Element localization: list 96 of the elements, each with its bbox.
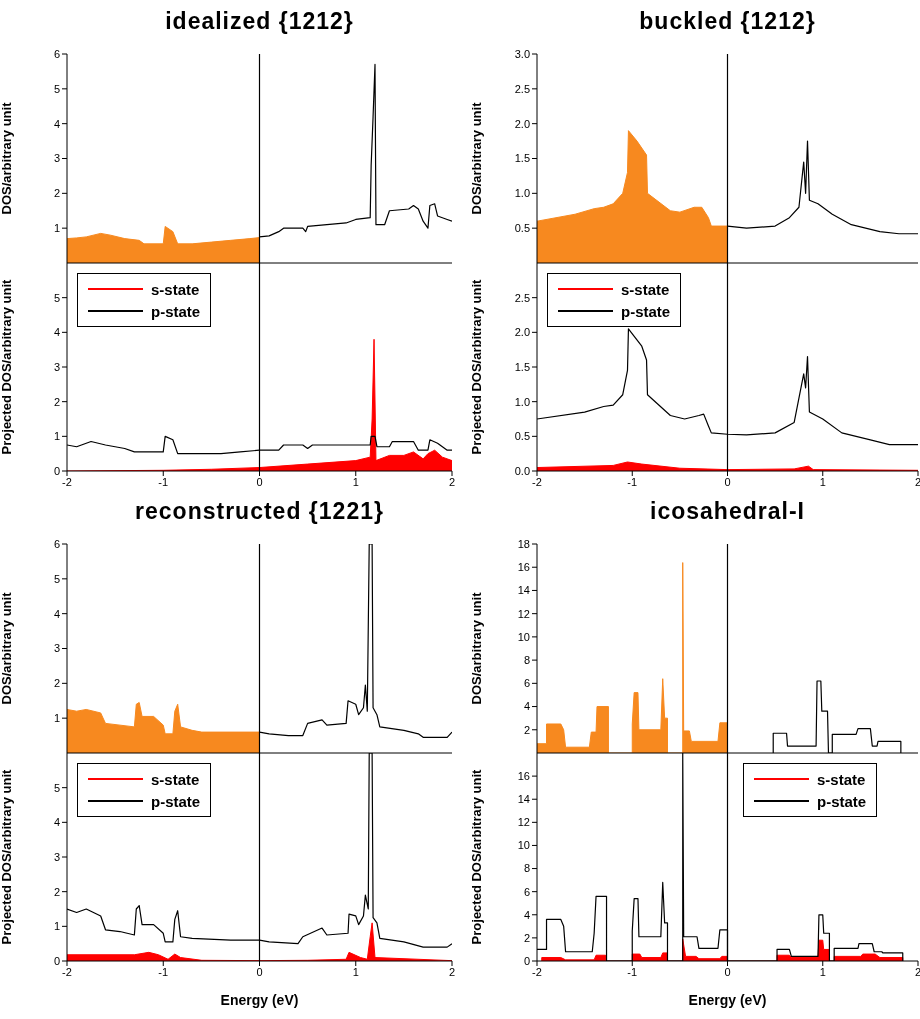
y-tick-label: 2.5	[514, 291, 530, 304]
y-tick-label: 0.5	[514, 222, 530, 235]
x-tick-label: -2	[62, 475, 72, 488]
y-tick-label: 2	[53, 677, 60, 690]
y-axis-title: DOS/arbitrary unit	[468, 591, 484, 705]
x-tick-label: 2	[448, 965, 456, 978]
x-tick-label: 1	[352, 475, 359, 488]
x-tick-label: -1	[158, 475, 169, 488]
chart-title: icosahedral-I	[649, 497, 806, 526]
legend-label: p-state	[151, 302, 201, 320]
y-tick-label: 8	[523, 862, 530, 875]
y-axis-title: DOS/arbitrary unit	[468, 101, 484, 215]
y-tick-label: 1.0	[514, 187, 530, 200]
y-tick-label: 2	[523, 723, 530, 736]
y-tick-label: 4	[523, 908, 530, 921]
x-tick-label: 0	[724, 475, 731, 488]
legend-label: s-state	[151, 280, 200, 298]
x-tick-label: -2	[532, 965, 542, 978]
y-tick-label: 5	[53, 291, 60, 304]
legend-label: p-state	[817, 792, 867, 810]
y-tick-label: 4	[53, 816, 60, 829]
y-tick-label: 3	[53, 152, 60, 165]
y-axis-title: Projected DOS/arbitrary unit	[468, 768, 484, 945]
x-axis-title: Energy (eV)	[220, 992, 299, 1008]
y-tick-label: 0	[53, 464, 60, 477]
y-tick-label: 3	[53, 642, 60, 655]
y-tick-label: 0.5	[514, 430, 530, 443]
y-tick-label: 10	[517, 630, 530, 643]
y-tick-label: 6	[523, 885, 530, 898]
legend-label: p-state	[621, 302, 671, 320]
y-tick-label: 2	[53, 187, 60, 200]
y-tick-label: 16	[517, 561, 530, 574]
y-axis-title: Projected DOS/arbitrary unit	[468, 278, 484, 455]
y-tick-label: 3	[53, 360, 60, 373]
y-tick-label: 5	[53, 82, 60, 95]
y-tick-label: 4	[53, 326, 60, 339]
chart-title: reconstructed {1221}	[134, 497, 385, 526]
y-tick-label: 2.5	[514, 82, 530, 95]
x-tick-label: 1	[819, 475, 826, 488]
legend-label: p-state	[151, 792, 201, 810]
x-tick-label: 2	[914, 965, 920, 978]
y-tick-label: 18	[517, 537, 530, 550]
x-tick-label: 0	[724, 965, 731, 978]
y-tick-label: 6	[53, 537, 60, 550]
x-tick-label: 2	[914, 475, 920, 488]
x-tick-label: 1	[352, 965, 359, 978]
legend-label: s-state	[151, 770, 200, 788]
x-tick-label: -1	[627, 965, 638, 978]
y-tick-label: 8	[523, 654, 530, 667]
x-tick-label: -1	[158, 965, 169, 978]
x-tick-label: 1	[819, 965, 826, 978]
y-tick-label: 5	[53, 781, 60, 794]
y-tick-label: 6	[523, 677, 530, 690]
chart-title: buckled {1212}	[638, 7, 817, 36]
y-tick-label: 0	[53, 954, 60, 967]
y-tick-label: 0	[523, 954, 530, 967]
y-axis-title: DOS/arbitrary unit	[0, 591, 14, 705]
y-tick-label: 3.0	[514, 47, 530, 60]
y-tick-label: 2	[53, 885, 60, 898]
y-tick-label: 2	[523, 931, 530, 944]
y-tick-label: 1	[53, 712, 60, 725]
y-tick-label: 14	[517, 793, 530, 806]
y-tick-label: 6	[53, 47, 60, 60]
y-tick-label: 12	[517, 607, 530, 620]
chart-title: idealized {1212}	[164, 7, 355, 36]
x-axis-title: Energy (eV)	[688, 992, 767, 1008]
y-tick-label: 1	[53, 430, 60, 443]
x-tick-label: 2	[448, 475, 456, 488]
legend-label: s-state	[621, 280, 670, 298]
y-axis-title: Projected DOS/arbitrary unit	[0, 278, 14, 455]
y-axis-title: Projected DOS/arbitrary unit	[0, 768, 14, 945]
y-axis-title: DOS/arbitrary unit	[0, 101, 14, 215]
y-tick-label: 2.0	[514, 117, 530, 130]
x-tick-label: -2	[62, 965, 72, 978]
y-tick-label: 1.0	[514, 395, 530, 408]
y-tick-label: 3	[53, 850, 60, 863]
y-tick-label: 5	[53, 572, 60, 585]
y-tick-label: 1.5	[514, 152, 530, 165]
x-tick-label: -1	[627, 475, 638, 488]
y-tick-label: 1	[53, 222, 60, 235]
y-tick-label: 4	[53, 117, 60, 130]
y-tick-label: 4	[53, 607, 60, 620]
x-tick-label: 0	[256, 965, 263, 978]
y-tick-label: 14	[517, 584, 530, 597]
x-tick-label: 0	[256, 475, 263, 488]
legend-label: s-state	[817, 770, 866, 788]
y-tick-label: 1	[53, 920, 60, 933]
y-tick-label: 2.0	[514, 326, 530, 339]
y-tick-label: 12	[517, 816, 530, 829]
y-tick-label: 0.0	[514, 464, 530, 477]
x-tick-label: -2	[532, 475, 542, 488]
y-tick-label: 4	[523, 700, 530, 713]
y-tick-label: 1.5	[514, 360, 530, 373]
y-tick-label: 16	[517, 770, 530, 783]
y-tick-label: 10	[517, 839, 530, 852]
y-tick-label: 2	[53, 395, 60, 408]
